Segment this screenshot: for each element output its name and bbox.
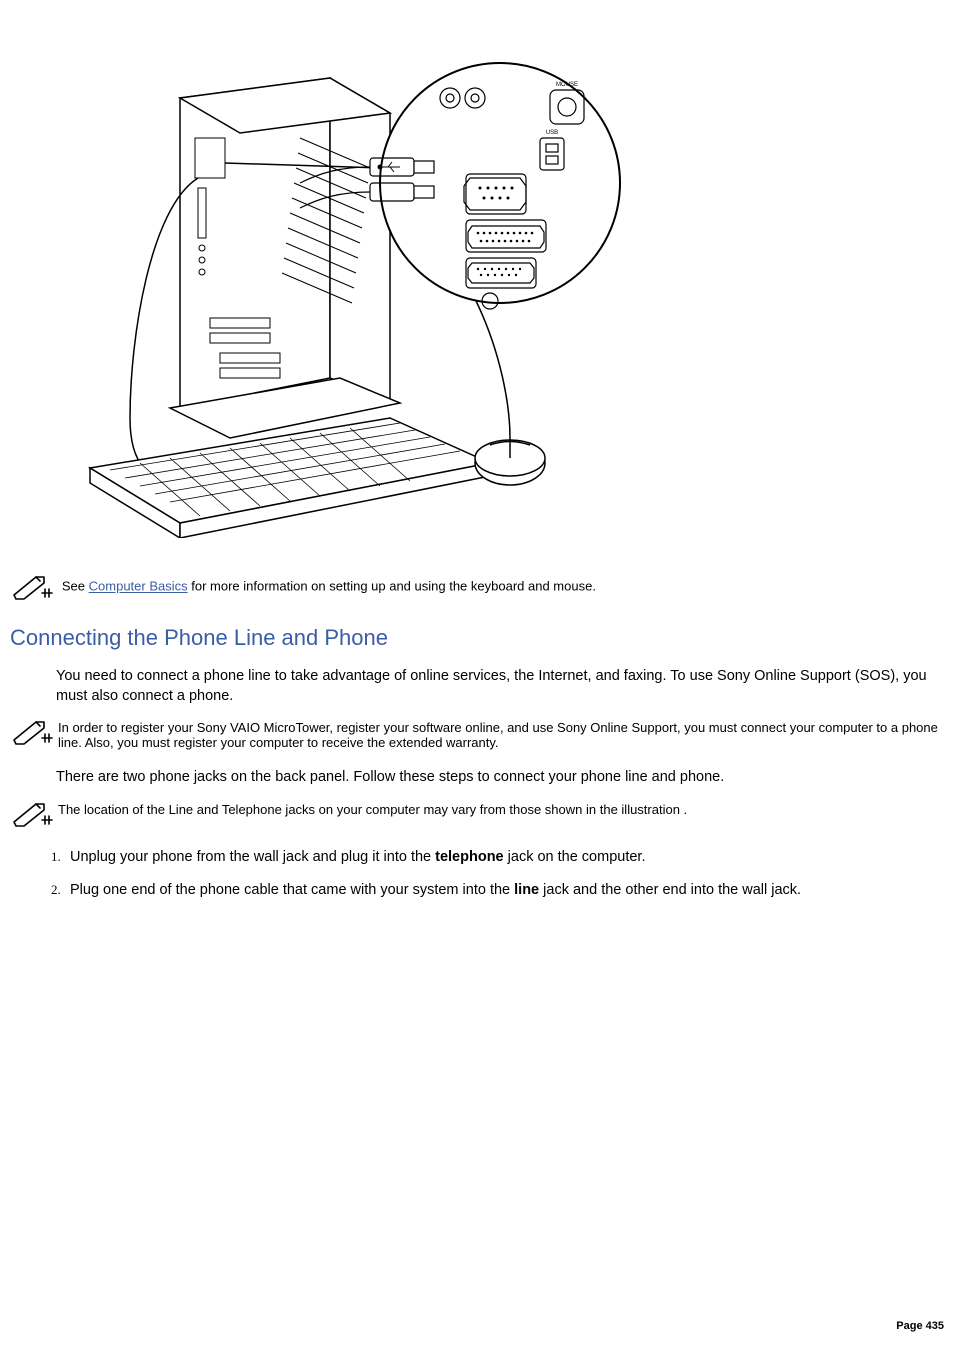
para-intro: You need to connect a phone line to take… <box>56 667 944 706</box>
step1-bold: telephone <box>435 849 503 865</box>
steps-list: Unplug your phone from the wall jack and… <box>34 848 944 901</box>
note-icon <box>10 571 54 601</box>
figure-computer-setup: MOUSE USB <box>70 18 944 541</box>
tower-side <box>180 78 390 408</box>
note2-text: In order to register your Sony VAIO Micr… <box>58 720 938 750</box>
note1-suffix: for more information on setting up and u… <box>188 579 596 594</box>
svg-text:USB: USB <box>546 130 558 136</box>
step1-after: jack on the computer. <box>504 849 646 865</box>
computer-illustration: MOUSE USB <box>70 18 630 538</box>
note-icon <box>10 798 54 828</box>
note3-text: The location of the Line and Telephone j… <box>58 802 687 817</box>
note1-prefix: See <box>62 579 89 594</box>
step2-bold: line <box>514 882 539 898</box>
step2-before: Plug one end of the phone cable that cam… <box>70 882 514 898</box>
keyboard-illustration <box>90 418 490 538</box>
step2-after: jack and the other end into the wall jac… <box>539 882 801 898</box>
step-1: Unplug your phone from the wall jack and… <box>64 848 944 868</box>
step-2: Plug one end of the phone cable that cam… <box>64 881 944 901</box>
step1-before: Unplug your phone from the wall jack and… <box>70 849 435 865</box>
mouse-illustration <box>475 440 545 485</box>
page-number: Page 435 <box>896 1320 944 1332</box>
note-register-warranty: In order to register your Sony VAIO Micr… <box>10 720 944 750</box>
computer-basics-link[interactable]: Computer Basics <box>89 579 188 594</box>
note-see-computer-basics: See Computer Basics for more information… <box>10 571 944 601</box>
para-two-jacks: There are two phone jacks on the back pa… <box>56 768 944 788</box>
note-icon <box>10 716 54 746</box>
section-title: Connecting the Phone Line and Phone <box>10 625 944 651</box>
note-jack-location: The location of the Line and Telephone j… <box>10 802 944 828</box>
